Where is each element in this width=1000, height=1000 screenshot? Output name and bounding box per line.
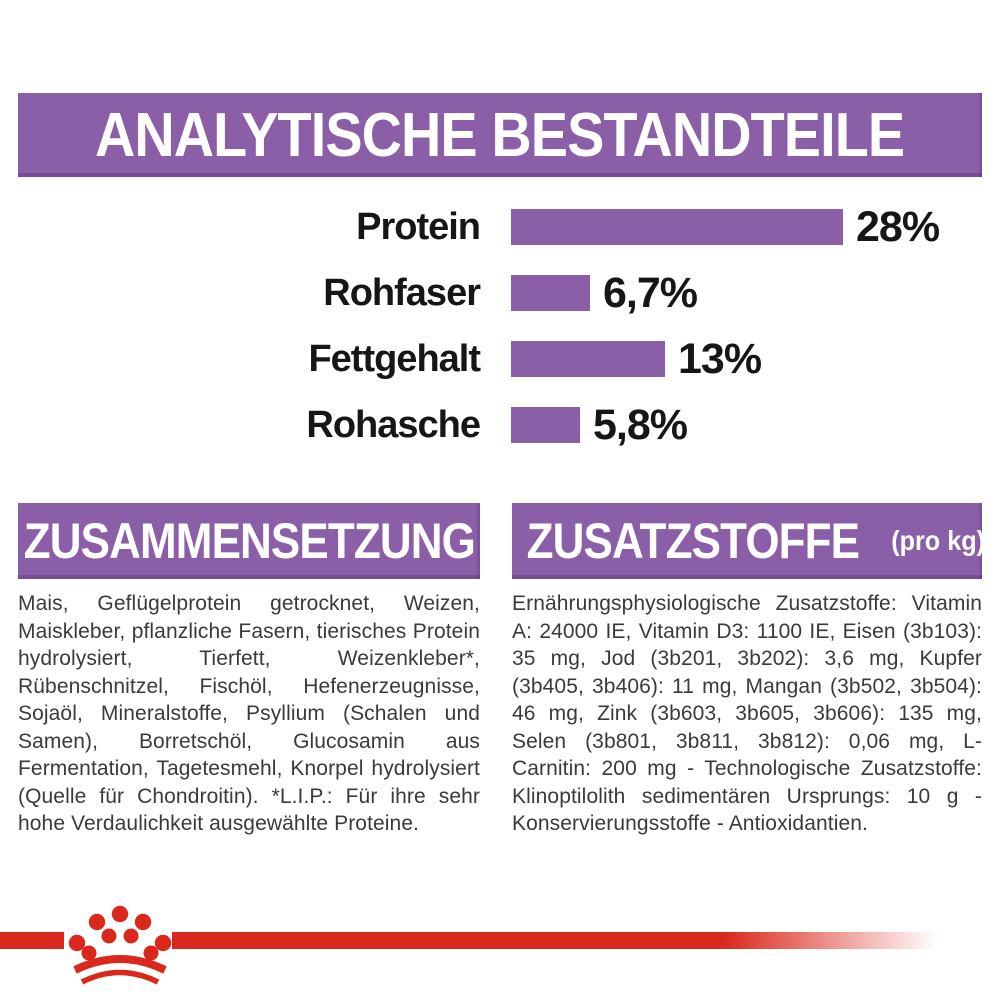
chart-bar-value: 5,8% <box>593 400 688 449</box>
additives-section-header: ZUSATZSTOFFE (pro kg) <box>512 503 985 579</box>
chart-bar-label: Protein <box>356 205 481 248</box>
additives-title-suffix: (pro kg) <box>891 525 985 556</box>
chart-bar <box>511 275 590 311</box>
footer-divider-left <box>0 932 64 949</box>
chart-row: Rohfaser 6,7% <box>0 260 1000 326</box>
composition-text: Mais, Geflügelprotein getrocknet, Weizen… <box>18 592 480 835</box>
chart-row: Protein 28% <box>0 194 1000 260</box>
composition-section-header: ZUSAMMENSETZUNG <box>18 503 480 579</box>
chart-bar-value: 28% <box>856 202 940 251</box>
royal-canin-crown-logo <box>68 905 172 985</box>
analytical-values-chart: Protein 28% Rohfaser 6,7% Fettgehalt 13% Rohas… <box>0 194 1000 458</box>
chart-row: Fettgehalt 13% <box>0 326 1000 392</box>
additives-title: ZUSATZSTOFFE <box>526 513 860 569</box>
chart-bar-label: Rohfaser <box>323 271 481 314</box>
chart-bar <box>511 209 843 245</box>
composition-title: ZUSAMMENSETZUNG <box>23 513 475 569</box>
chart-bar-label: Fettgehalt <box>308 337 481 380</box>
analytical-components-header: ANALYTISCHE BESTANDTEILE <box>18 93 982 177</box>
composition-section: ZUSAMMENSETZUNG Mais, Geflügelprotein ge… <box>18 503 480 838</box>
additives-section: ZUSATZSTOFFE (pro kg) Ernährungsphysiolo… <box>512 503 985 838</box>
chart-bar-value: 6,7% <box>603 268 698 317</box>
footer-divider-right <box>172 932 938 949</box>
chart-bar <box>511 407 580 443</box>
chart-row: Rohasche 5,8% <box>0 392 1000 458</box>
additives-text: Ernährungsphysiologische Zusatzstoffe: V… <box>512 592 982 835</box>
chart-bar <box>511 341 665 377</box>
analytical-components-title: ANALYTISCHE BESTANDTEILE <box>95 100 905 170</box>
chart-bar-label: Rohasche <box>306 403 481 446</box>
chart-bar-value: 13% <box>678 334 762 383</box>
